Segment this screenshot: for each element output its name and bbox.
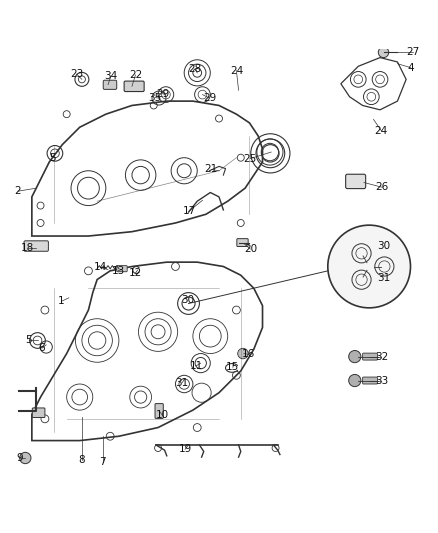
Text: 23: 23 <box>70 69 83 79</box>
Text: 24: 24 <box>230 66 243 76</box>
Circle shape <box>238 349 248 359</box>
Text: 1: 1 <box>58 296 65 306</box>
Text: 16: 16 <box>242 350 255 359</box>
FancyBboxPatch shape <box>117 265 127 272</box>
Text: 27: 27 <box>406 47 419 58</box>
Text: 30: 30 <box>181 295 194 305</box>
Text: 9: 9 <box>17 453 23 463</box>
Text: 22: 22 <box>129 70 142 80</box>
Text: 4: 4 <box>407 62 414 72</box>
Text: 29: 29 <box>156 88 169 99</box>
Text: 20: 20 <box>244 244 257 254</box>
FancyBboxPatch shape <box>363 377 378 384</box>
Text: 29: 29 <box>203 93 216 103</box>
Circle shape <box>378 47 389 58</box>
Text: 34: 34 <box>104 71 118 81</box>
Circle shape <box>349 351 361 362</box>
FancyBboxPatch shape <box>346 174 366 189</box>
Text: 17: 17 <box>183 206 196 216</box>
Text: 31: 31 <box>175 378 189 387</box>
Text: 12: 12 <box>129 268 142 278</box>
Circle shape <box>20 453 31 464</box>
Text: 2: 2 <box>14 186 21 196</box>
Text: 8: 8 <box>78 455 85 465</box>
Text: 5: 5 <box>25 335 32 345</box>
FancyBboxPatch shape <box>155 403 163 418</box>
Text: 33: 33 <box>375 376 388 385</box>
Text: 28: 28 <box>188 64 201 74</box>
Text: 24: 24 <box>375 126 388 136</box>
Text: 11: 11 <box>190 361 203 371</box>
Circle shape <box>349 375 361 386</box>
Text: 15: 15 <box>226 362 240 373</box>
Text: 26: 26 <box>375 182 389 192</box>
Text: 7: 7 <box>99 457 106 467</box>
Text: 30: 30 <box>377 240 390 251</box>
Text: 19: 19 <box>178 445 192 454</box>
FancyBboxPatch shape <box>24 241 48 251</box>
Text: 25: 25 <box>244 154 257 164</box>
FancyBboxPatch shape <box>237 239 248 246</box>
Text: 13: 13 <box>111 266 125 276</box>
Text: 5: 5 <box>49 152 56 163</box>
FancyBboxPatch shape <box>363 353 378 360</box>
Text: 6: 6 <box>39 343 45 353</box>
Text: 35: 35 <box>148 93 162 103</box>
Text: 10: 10 <box>156 410 169 421</box>
FancyBboxPatch shape <box>32 408 45 417</box>
FancyBboxPatch shape <box>124 81 144 92</box>
Text: 31: 31 <box>377 273 390 283</box>
Circle shape <box>328 225 410 308</box>
FancyBboxPatch shape <box>103 80 117 90</box>
Text: 18: 18 <box>21 243 34 253</box>
Text: 14: 14 <box>94 262 107 272</box>
Text: 32: 32 <box>375 352 388 361</box>
Text: 21: 21 <box>205 165 218 174</box>
